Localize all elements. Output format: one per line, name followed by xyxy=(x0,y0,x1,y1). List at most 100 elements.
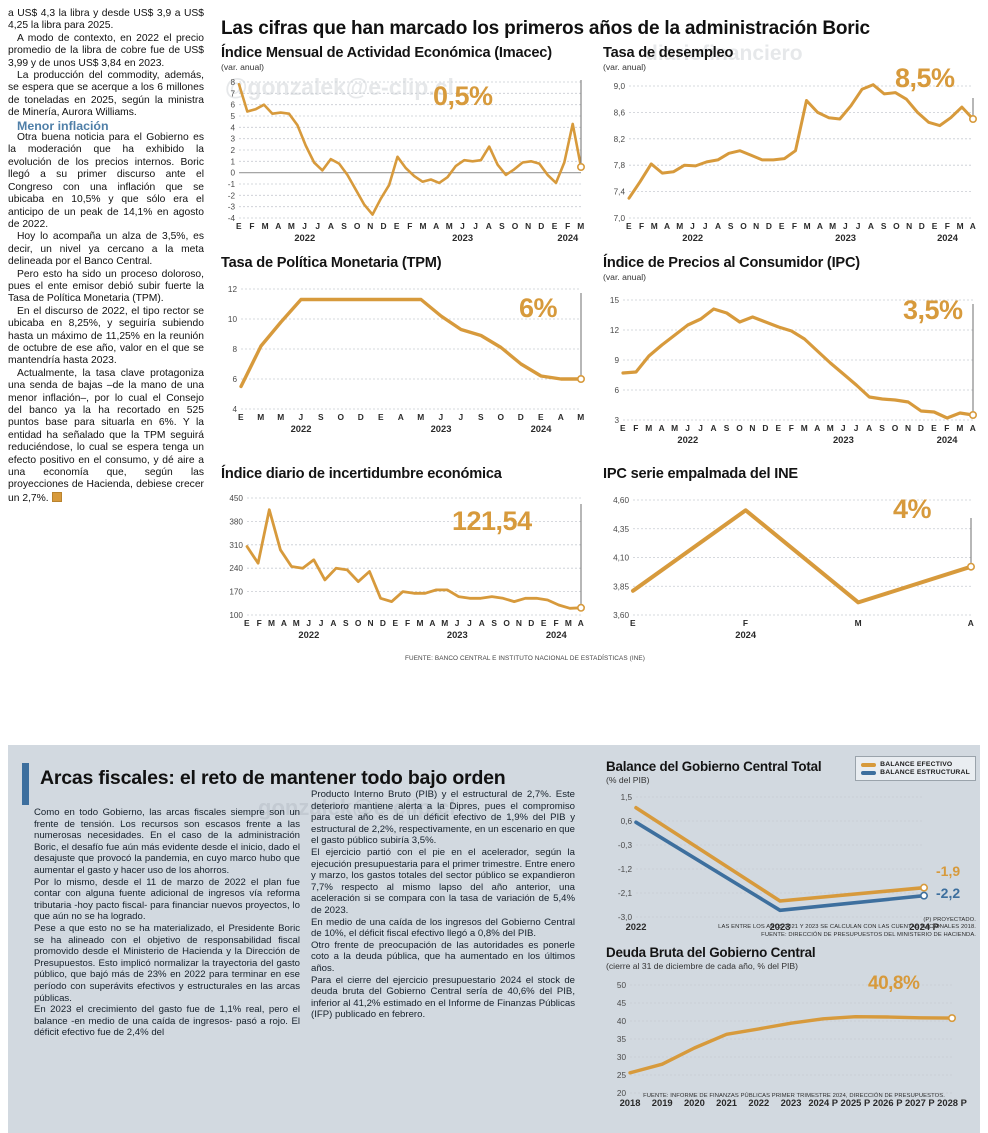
svg-text:J: J xyxy=(703,221,708,231)
paragraph: Otra buena noticia para el Gobierno es l… xyxy=(8,132,204,230)
svg-text:240: 240 xyxy=(229,564,243,573)
svg-text:F: F xyxy=(249,221,255,231)
svg-text:-3: -3 xyxy=(228,203,236,212)
chart-callout-value: 0,5% xyxy=(433,81,493,111)
plot-area: 15 12 9 6 3 E F M A M J J A S O N D E F M A M J J A S O N D E F M A 2022 2… xyxy=(603,286,983,446)
svg-text:M: M xyxy=(855,618,862,628)
svg-text:2023: 2023 xyxy=(835,232,856,243)
svg-text:J: J xyxy=(298,412,303,422)
svg-text:2019: 2019 xyxy=(652,1097,673,1108)
svg-text:6: 6 xyxy=(614,386,619,395)
svg-text:O: O xyxy=(893,221,900,231)
svg-text:J: J xyxy=(319,618,324,628)
infographic-source-note: FUENTE: BANCO CENTRAL E INSTITUTO NACION… xyxy=(404,655,646,662)
svg-text:8: 8 xyxy=(230,78,235,87)
svg-text:O: O xyxy=(355,618,362,628)
chart-title: Tasa de desempleo xyxy=(603,45,734,61)
svg-text:J: J xyxy=(841,423,846,433)
paragraph: Como en todo Gobierno, las arcas fiscale… xyxy=(34,807,300,876)
svg-text:A: A xyxy=(664,221,670,231)
svg-text:N: N xyxy=(367,618,373,628)
svg-text:A: A xyxy=(715,221,721,231)
infographic-title: Las cifras que han marcado los primeros … xyxy=(221,18,870,39)
svg-text:O: O xyxy=(736,423,743,433)
legend-item-estructural: BALANCE ESTRUCTURAL xyxy=(861,769,970,776)
svg-text:J: J xyxy=(306,618,311,628)
chart-ipc-empalmada: IPC serie empalmada del INE 4,60 4,35 4,10… xyxy=(603,466,983,641)
svg-text:A: A xyxy=(281,618,287,628)
svg-text:M: M xyxy=(419,221,426,231)
svg-text:45: 45 xyxy=(617,999,627,1008)
svg-text:F: F xyxy=(257,618,263,628)
svg-text:M: M xyxy=(671,423,678,433)
svg-text:2023: 2023 xyxy=(447,629,468,640)
chart-tpm: Tasa de Política Monetaria (TPM) 12 10 8 6 4… xyxy=(221,255,591,435)
svg-text:F: F xyxy=(944,423,950,433)
svg-text:9: 9 xyxy=(614,356,619,365)
svg-text:M: M xyxy=(827,423,834,433)
svg-text:100: 100 xyxy=(229,611,243,620)
svg-text:E: E xyxy=(626,221,632,231)
svg-text:O: O xyxy=(354,221,361,231)
svg-text:3,85: 3,85 xyxy=(613,582,629,591)
svg-text:-3,0: -3,0 xyxy=(618,913,633,922)
svg-text:2018: 2018 xyxy=(620,1097,641,1108)
note-line: (P) PROYECTADO. xyxy=(923,917,976,923)
svg-text:2024 P: 2024 P xyxy=(909,921,939,932)
svg-text:F: F xyxy=(945,221,951,231)
svg-text:-0,3: -0,3 xyxy=(618,841,633,850)
paragraph: El ejercicio partió con el pie en el ace… xyxy=(311,846,575,916)
svg-text:D: D xyxy=(919,221,925,231)
svg-text:M: M xyxy=(257,412,264,422)
svg-text:N: N xyxy=(516,618,522,628)
svg-text:M: M xyxy=(446,221,453,231)
svg-text:3: 3 xyxy=(230,135,235,144)
svg-text:M: M xyxy=(801,423,808,433)
svg-text:4: 4 xyxy=(230,123,235,132)
plot-area: 50 45 40 35 30 25 20 2018 2019 2020 2021 2022 2023 20… xyxy=(606,975,978,1115)
svg-text:J: J xyxy=(438,412,443,422)
svg-text:2024: 2024 xyxy=(937,434,959,445)
svg-text:170: 170 xyxy=(229,588,243,597)
bottom-charts: Balance del Gobierno Central Total (% de… xyxy=(598,745,980,1133)
chart-subtitle: (var. anual) xyxy=(603,272,646,282)
svg-text:12: 12 xyxy=(610,326,620,335)
paragraph: Otro frente de preocupación de las autor… xyxy=(311,939,575,974)
svg-text:J: J xyxy=(690,221,695,231)
svg-text:2024: 2024 xyxy=(937,232,959,243)
chart-title: Balance del Gobierno Central Total xyxy=(606,759,822,774)
paragraph: Por lo mismo, desde el 11 de marzo de 20… xyxy=(34,876,300,923)
svg-text:N: N xyxy=(367,221,373,231)
svg-text:A: A xyxy=(479,618,485,628)
svg-text:A: A xyxy=(558,412,564,422)
svg-text:D: D xyxy=(918,423,924,433)
svg-text:-1: -1 xyxy=(228,180,236,189)
svg-text:4: 4 xyxy=(232,405,237,414)
svg-text:F: F xyxy=(792,221,798,231)
svg-text:S: S xyxy=(724,423,730,433)
svg-text:E: E xyxy=(394,221,400,231)
svg-text:A: A xyxy=(868,221,874,231)
svg-text:A: A xyxy=(433,221,439,231)
svg-text:F: F xyxy=(553,618,559,628)
accent-bar xyxy=(22,763,29,805)
section-subheading: Menor inflación xyxy=(17,118,109,133)
svg-text:D: D xyxy=(358,412,364,422)
chart-desempleo: Tasa de desempleo (var. anual) 9,0 8,6 8,2… xyxy=(603,45,983,244)
chart-callout-value: 121,54 xyxy=(452,506,532,536)
svg-text:S: S xyxy=(478,412,484,422)
svg-text:M: M xyxy=(577,221,584,231)
svg-text:2022: 2022 xyxy=(748,1097,769,1108)
svg-text:M: M xyxy=(565,618,572,628)
svg-text:380: 380 xyxy=(229,517,243,526)
svg-text:A: A xyxy=(970,221,976,231)
svg-text:N: N xyxy=(749,423,755,433)
plot-area: 12 10 8 6 4 E M M J S O D E A M J J S O D E A M 2022 2023 2024 xyxy=(221,275,591,435)
bottom-article-title: Arcas fiscales: el reto de mantener todo… xyxy=(40,767,506,789)
svg-text:50: 50 xyxy=(617,981,627,990)
plot-area: 1,5 0,6 -0,3 -1,2 -2,1 -3,0 2022 2023 2024 P xyxy=(606,789,978,939)
svg-text:A: A xyxy=(328,221,334,231)
svg-text:12: 12 xyxy=(228,285,238,294)
svg-text:M: M xyxy=(262,221,269,231)
